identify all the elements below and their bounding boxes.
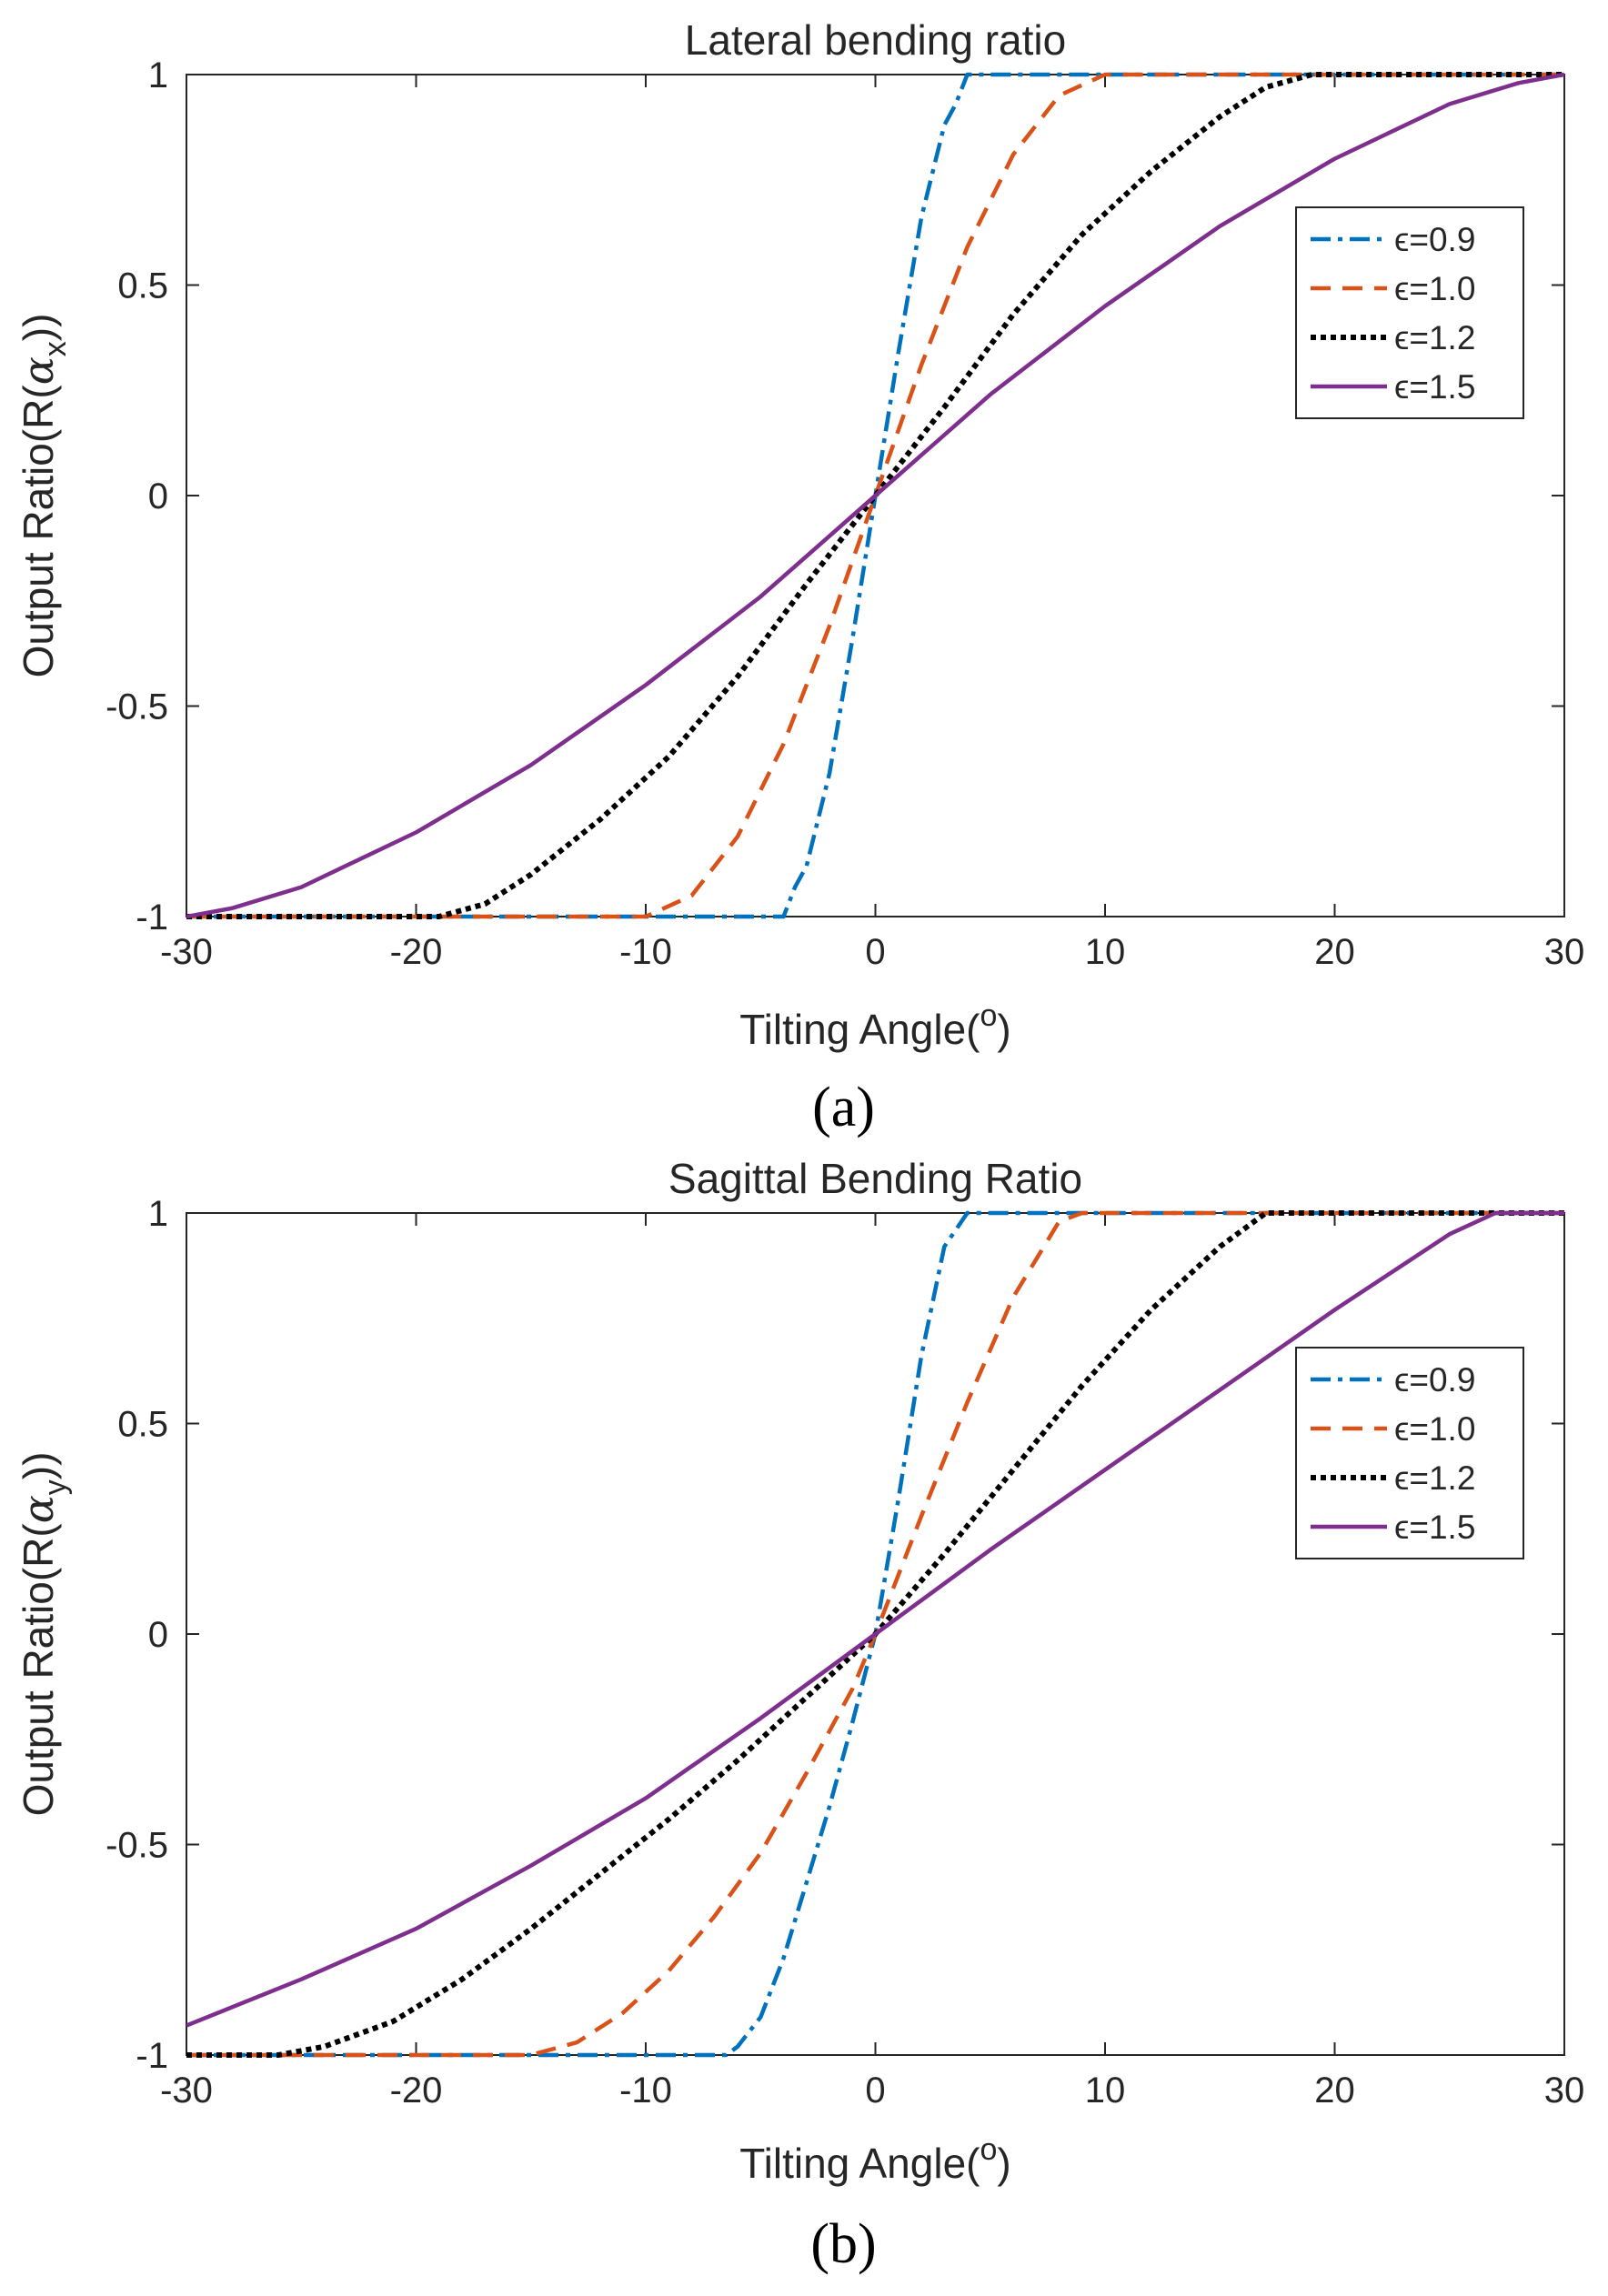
series-line-1 [186,1210,1564,2058]
series-group [186,72,1564,919]
y-tick-label: -0.5 [106,1826,168,1866]
y-axis-label: Output Ratio(R(αy)) [14,1452,73,1817]
legend-label-2: ϵ=1.0 [1394,270,1475,307]
y-tick-label: -1 [136,897,168,937]
legend-label-1: ϵ=0.9 [1394,1361,1475,1399]
x-tick-label: 0 [865,932,885,972]
x-tick-label: 20 [1314,2070,1355,2111]
y-tick-label: 0.5 [117,266,168,306]
series-line-2 [186,72,1564,919]
x-tick-label: 30 [1544,932,1585,972]
panel-label: (a) [812,1077,875,1138]
series-line-3 [186,72,1564,919]
y-tick-label: 1 [148,55,168,95]
legend: ϵ=0.9 ϵ=1.0 ϵ=1.2 ϵ=1.5 [1295,206,1524,419]
legend: ϵ=0.9 ϵ=1.0 ϵ=1.2 ϵ=1.5 [1295,1347,1524,1559]
chart-title: Sagittal Bending Ratio [668,1155,1082,1202]
x-tick-label: -20 [390,932,443,972]
panel-label: (b) [810,2213,876,2275]
legend-label-3: ϵ=1.2 [1394,319,1475,356]
series-group [186,1210,1564,2058]
legend-label-2: ϵ=1.0 [1394,1410,1475,1448]
x-tick-label: 20 [1314,932,1355,972]
y-axis-label: Output Ratio(R(αx)) [14,314,73,678]
x-tick-label: 0 [865,2070,885,2111]
y-tick-label: 0 [148,476,168,516]
legend-label-4: ϵ=1.5 [1394,1509,1475,1546]
legend-label-3: ϵ=1.2 [1394,1459,1475,1497]
sagittal-bending-chart: -30 -20 -10 0 10 20 30 -1 -0.5 0 0.5 1 Sagittal Bend… [14,1155,1584,2275]
x-tick-label: -20 [390,2070,443,2111]
legend-box [1295,1347,1524,1559]
x-tick-label: 10 [1085,932,1126,972]
chart-title: Lateral bending ratio [685,16,1066,64]
legend-box [1295,206,1524,419]
x-tick-label: -10 [619,2070,672,2111]
x-tick-label: -30 [160,932,213,972]
legend-label-1: ϵ=0.9 [1394,221,1475,258]
series-line-2 [186,1210,1564,2058]
y-tick-label: -0.5 [106,687,168,727]
series-line-3 [186,1210,1564,2058]
x-tick-label: 30 [1544,2070,1585,2111]
lateral-bending-chart: -30 -20 -10 0 10 20 30 -1 -0.5 0 0.5 1 Lateral bendi… [14,16,1584,1138]
x-tick-label: 10 [1085,2070,1126,2111]
y-tick-label: 1 [148,1194,168,1234]
y-tick-label: -1 [136,2036,168,2076]
series-line-4 [186,1210,1564,2028]
x-axis-label: Tilting Angle(o) [739,998,1010,1053]
y-tick-label: 0.5 [117,1405,168,1445]
x-tick-label: -10 [619,932,672,972]
legend-label-4: ϵ=1.5 [1394,368,1475,406]
y-tick-label: 0 [148,1615,168,1655]
x-tick-label: -30 [160,2070,213,2111]
series-line-4 [186,72,1564,919]
x-axis-label: Tilting Angle(o) [739,2132,1010,2187]
